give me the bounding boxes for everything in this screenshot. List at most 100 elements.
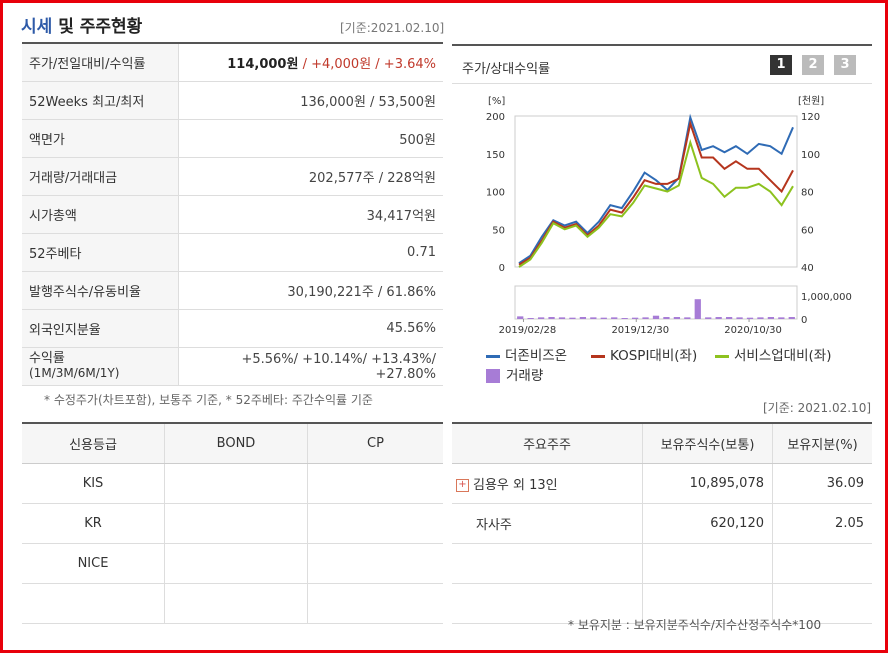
chart-page-button-1[interactable]: 1: [770, 55, 792, 75]
cp-rating: [307, 463, 443, 504]
row-key: 수익률 (1M/3M/6M/1Y): [22, 347, 179, 386]
column-header: CP: [307, 422, 443, 464]
legend-swatch: [715, 354, 729, 358]
right-tick-label: 100: [801, 150, 820, 161]
volume-bar: [652, 315, 660, 319]
volume-bar: [537, 317, 545, 319]
left-tick-label: 100: [486, 188, 505, 199]
volume-tick-label: 0: [801, 315, 807, 326]
table-row: 시가총액 34,417억원: [22, 195, 443, 234]
base-date: [기준: 2021.02.10]: [763, 401, 872, 415]
table-row: KIS: [22, 463, 443, 504]
chart-panel: 주가/상대수익률 1 2 3 [%] [천원] 200 150 100 50 0 120 100…: [452, 44, 872, 388]
table-row: 거래량/거래대금 202,577주 / 228억원: [22, 157, 443, 196]
price-chart: [%] [천원] 200 150 100 50 0 120 100 80 60 40 1,000,000…: [486, 95, 852, 336]
volume-bar: [600, 317, 607, 319]
price-table: 주가/전일대비/수익률 114,000원 / +4,000원 / +3.64% …: [22, 44, 443, 386]
volume-bar: [705, 317, 712, 319]
table-row: 52주베타 0.71: [22, 233, 443, 272]
table-header-row: 신용등급 BOND CP: [22, 422, 443, 464]
row-key: 52주베타: [22, 233, 179, 272]
row-value: 136,000원 / 53,500원: [178, 81, 443, 120]
agency-name: [22, 583, 165, 624]
row-key: 외국인지분율: [22, 309, 179, 348]
volume-bar: [767, 317, 775, 319]
table-row: [22, 583, 443, 624]
row-value: 202,577주 / 228억원: [178, 157, 443, 196]
right-tick-label: 60: [801, 225, 814, 236]
volume-bar: [548, 317, 555, 319]
agency-name: NICE: [22, 543, 165, 584]
volume-bar: [631, 317, 639, 319]
column-header: 신용등급: [22, 422, 165, 464]
volume-bar: [725, 317, 733, 319]
cp-rating: [307, 583, 443, 624]
table-row: 외국인지분율 45.56%: [22, 309, 443, 348]
price-change: / +4,000원 / +3.64%: [298, 57, 436, 72]
shareholder-name[interactable]: 김용우 외 13인: [473, 478, 558, 493]
row-value: 0.71: [178, 233, 443, 272]
table-row: 액면가 500원: [22, 119, 443, 158]
price-footnote: * 수정주가(차트포함), 보통주 기준, * 52주베타: 주간수익률 기준: [44, 393, 373, 407]
chart-page-button-3[interactable]: 3: [834, 55, 856, 75]
legend-swatch: [486, 354, 500, 358]
volume-bar: [663, 317, 670, 319]
divider: [22, 42, 443, 44]
series-line: [518, 113, 794, 265]
share-footnote: * 보유지분 : 보유지분주식수/지수산정주식수*100: [568, 618, 822, 632]
row-value: 500원: [178, 119, 443, 158]
volume-bar: [621, 318, 628, 319]
returns-value: +5.56%/ +10.14%/ +13.43%/ +27.80%: [178, 347, 443, 386]
chart-title: 주가/상대수익률: [462, 62, 551, 77]
chart-page-button-2[interactable]: 2: [802, 55, 824, 75]
bond-rating: [164, 583, 308, 624]
volume-bar: [517, 316, 524, 319]
column-header: 주요주주: [452, 422, 643, 464]
left-tick-label: 0: [499, 263, 505, 274]
series-line: [518, 119, 794, 266]
volume-bar: [642, 317, 649, 319]
legend-item: KOSPI대비(좌): [591, 344, 697, 364]
volume-bar: [715, 317, 722, 319]
legend-item: 서비스업대비(좌): [715, 344, 831, 364]
volume-bar: [778, 317, 785, 319]
bond-rating: [164, 503, 308, 544]
x-tick-label: 2019/02/28: [499, 325, 557, 336]
series-line: [518, 138, 794, 268]
shareholder-name: 자사주: [452, 503, 643, 544]
volume-bar: [736, 317, 743, 319]
x-tick-label: 2020/10/30: [724, 325, 782, 336]
expand-icon[interactable]: +: [456, 479, 469, 492]
volume-bar: [788, 317, 795, 319]
volume-bar: [673, 317, 681, 319]
agency-name: KIS: [22, 463, 165, 504]
volume-bar: [684, 317, 691, 319]
row-value: 45.56%: [178, 309, 443, 348]
right-tick-label: 80: [801, 188, 814, 199]
row-key: 주가/전일대비/수익률: [22, 44, 179, 82]
page-title: 시세 및 주주현황: [21, 17, 143, 37]
cp-rating: [307, 543, 443, 584]
table-row: 주가/전일대비/수익률 114,000원 / +4,000원 / +3.64%: [22, 44, 443, 82]
row-value: 30,190,221주 / 61.86%: [178, 271, 443, 310]
row-key: 거래량/거래대금: [22, 157, 179, 196]
share-percent: 2.05: [772, 503, 872, 544]
volume-area: [514, 285, 798, 320]
legend-item: 거래량: [486, 364, 543, 384]
volume-bar: [746, 317, 754, 319]
table-header-row: 주요주주 보유주식수(보통) 보유지분(%): [452, 422, 872, 464]
legend-swatch: [591, 354, 605, 358]
column-header: BOND: [164, 422, 308, 464]
table-row: 수익률 (1M/3M/6M/1Y) +5.56%/ +10.14%/ +13.43…: [22, 347, 443, 386]
right-tick-label: 120: [801, 112, 820, 123]
row-key: 발행주식수/유동비율: [22, 271, 179, 310]
share-count: 620,120: [642, 503, 773, 544]
legend-swatch: [486, 369, 500, 383]
legend-item: 더존비즈온: [486, 344, 567, 364]
table-row: 자사주 620,120 2.05: [452, 503, 872, 544]
right-tick-label: 40: [801, 263, 814, 274]
x-tick-label: 2019/12/30: [611, 325, 669, 336]
table-row: KR: [22, 503, 443, 544]
current-price: 114,000원: [227, 57, 299, 72]
table-row: 발행주식수/유동비율 30,190,221주 / 61.86%: [22, 271, 443, 310]
